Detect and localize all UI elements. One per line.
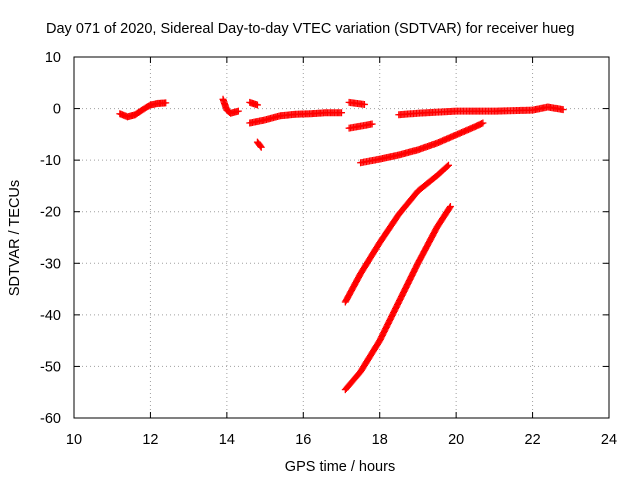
x-tick-label: 10 — [66, 432, 82, 448]
data-point — [360, 100, 368, 108]
chart-title: Day 071 of 2020, Sidereal Day-to-day VTE… — [46, 21, 574, 37]
x-tick-label: 22 — [525, 432, 541, 448]
data-point — [559, 106, 567, 114]
x-tick-label: 16 — [295, 432, 311, 448]
data-point — [338, 109, 345, 117]
x-tick-label: 12 — [142, 432, 158, 448]
y-tick-label: -40 — [40, 308, 61, 324]
grid — [74, 57, 609, 418]
data-point — [446, 203, 454, 211]
data-point — [253, 101, 261, 109]
plot-frame — [73, 56, 610, 419]
y-tick-label: -50 — [40, 359, 61, 375]
y-tick-label: -20 — [40, 205, 61, 221]
data-point — [256, 142, 264, 150]
y-tick-label: 0 — [53, 102, 61, 118]
x-tick-label: 14 — [219, 432, 235, 448]
ticks — [73, 56, 610, 419]
y-tick-label: -60 — [40, 411, 61, 427]
y-tick-labels: -60 -50 -40 -30 -20 -10 0 10 — [40, 50, 61, 427]
y-axis-label: SDTVAR / TECUs — [7, 180, 23, 296]
data-point — [162, 99, 170, 107]
y-tick-label: -10 — [40, 153, 61, 169]
data-point — [257, 143, 265, 151]
y-tick-label: -30 — [40, 256, 61, 272]
data-point — [446, 204, 454, 212]
data-point — [368, 120, 376, 128]
x-tick-label: 20 — [448, 432, 464, 448]
data-point — [234, 107, 242, 115]
x-tick-label: 24 — [601, 432, 617, 448]
data-points — [116, 95, 567, 394]
data-point — [445, 161, 452, 169]
x-tick-labels: 10 12 14 16 18 20 22 24 — [66, 432, 617, 448]
y-tick-label: 10 — [45, 50, 61, 66]
x-tick-label: 18 — [372, 432, 388, 448]
data-point — [479, 119, 487, 127]
x-axis-label: GPS time / hours — [285, 459, 395, 475]
data-point — [443, 162, 451, 170]
